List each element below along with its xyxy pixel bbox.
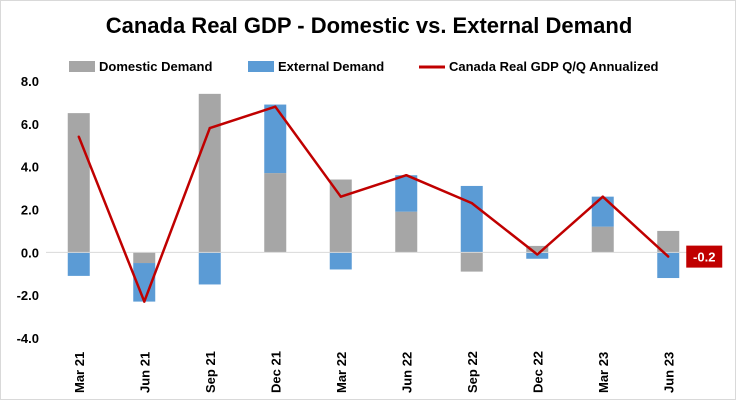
- domestic-demand-bar: [526, 245, 549, 253]
- gdp-line-point: [536, 253, 539, 256]
- gdp-line-point: [339, 195, 342, 198]
- gdp-line-point: [208, 126, 211, 130]
- chart-title: Canada Real GDP - Domestic vs. External …: [106, 13, 633, 38]
- y-tick-label: 2.0: [21, 203, 39, 218]
- external-demand-bar: [591, 196, 614, 227]
- legend-swatch-1: [248, 61, 274, 72]
- domestic-demand-bar: [460, 252, 483, 272]
- bars: [67, 93, 680, 302]
- domestic-demand-bar: [67, 113, 90, 253]
- x-tick-label: Dec 22: [530, 351, 545, 393]
- y-tick-label: 6.0: [21, 117, 39, 132]
- x-axis-ticks: Mar 21 Jun 21 Sep 21 Dec 21 Mar 22 Jun 22 Sep …: [72, 351, 677, 393]
- domestic-demand-bar: [591, 226, 614, 253]
- external-demand-bar: [264, 104, 287, 174]
- external-demand-bar: [67, 252, 90, 276]
- x-tick-label: Mar 23: [596, 352, 611, 393]
- x-tick-label: Mar 21: [72, 352, 87, 393]
- external-demand-bar: [133, 263, 156, 302]
- domestic-demand-bar: [329, 179, 352, 253]
- gdp-line-point: [143, 300, 146, 303]
- domestic-demand-bar: [657, 230, 680, 253]
- domestic-demand-bar: [395, 211, 418, 253]
- legend-swatch-0: [69, 61, 95, 72]
- legend-label-0: Domestic Demand: [99, 59, 212, 74]
- y-tick-label: 8.0: [21, 74, 39, 89]
- gdp-line-point: [601, 195, 604, 198]
- legend-label-1: External Demand: [278, 59, 384, 74]
- x-tick-label: Jun 22: [399, 352, 414, 393]
- x-tick-label: Jun 21: [137, 352, 152, 393]
- external-demand-bar: [329, 252, 352, 270]
- x-tick-label: Dec 21: [268, 351, 283, 393]
- domestic-demand-bar: [133, 252, 156, 264]
- domestic-demand-bar: [264, 173, 287, 253]
- legend: Domestic Demand External Demand Canada Rea…: [69, 59, 659, 74]
- gdp-line-series: [77, 105, 670, 303]
- callout-box: [686, 245, 723, 268]
- gdp-line-point: [470, 201, 473, 205]
- last-value-callout: -0.2: [686, 245, 723, 268]
- gdp-line-point: [274, 105, 277, 108]
- gdp-line: [77, 105, 670, 303]
- x-tick-label: Jun 23: [661, 352, 676, 393]
- callout-label: -0.2: [693, 250, 715, 265]
- gdp-line-point: [667, 255, 670, 258]
- domestic-demand-bar: [198, 93, 221, 253]
- external-demand-bar: [460, 185, 483, 253]
- external-demand-bar: [395, 175, 418, 212]
- legend-label-2: Canada Real GDP Q/Q Annualized: [449, 59, 659, 74]
- external-demand-bar: [657, 252, 680, 279]
- y-tick-label: -4.0: [17, 331, 39, 346]
- y-tick-label: -2.0: [17, 288, 39, 303]
- y-axis-ticks: 8.0 6.0 4.0 2.0 0.0 -2.0 -4.0: [17, 74, 39, 346]
- y-tick-label: 0.0: [21, 245, 39, 260]
- gdp-line-point: [77, 135, 80, 138]
- y-tick-label: 4.0: [21, 160, 39, 175]
- x-tick-label: Mar 22: [334, 352, 349, 393]
- gdp-line-point: [405, 174, 408, 177]
- x-tick-label: Sep 22: [465, 351, 480, 393]
- external-demand-bar: [198, 252, 221, 285]
- x-tick-label: Sep 21: [203, 351, 218, 393]
